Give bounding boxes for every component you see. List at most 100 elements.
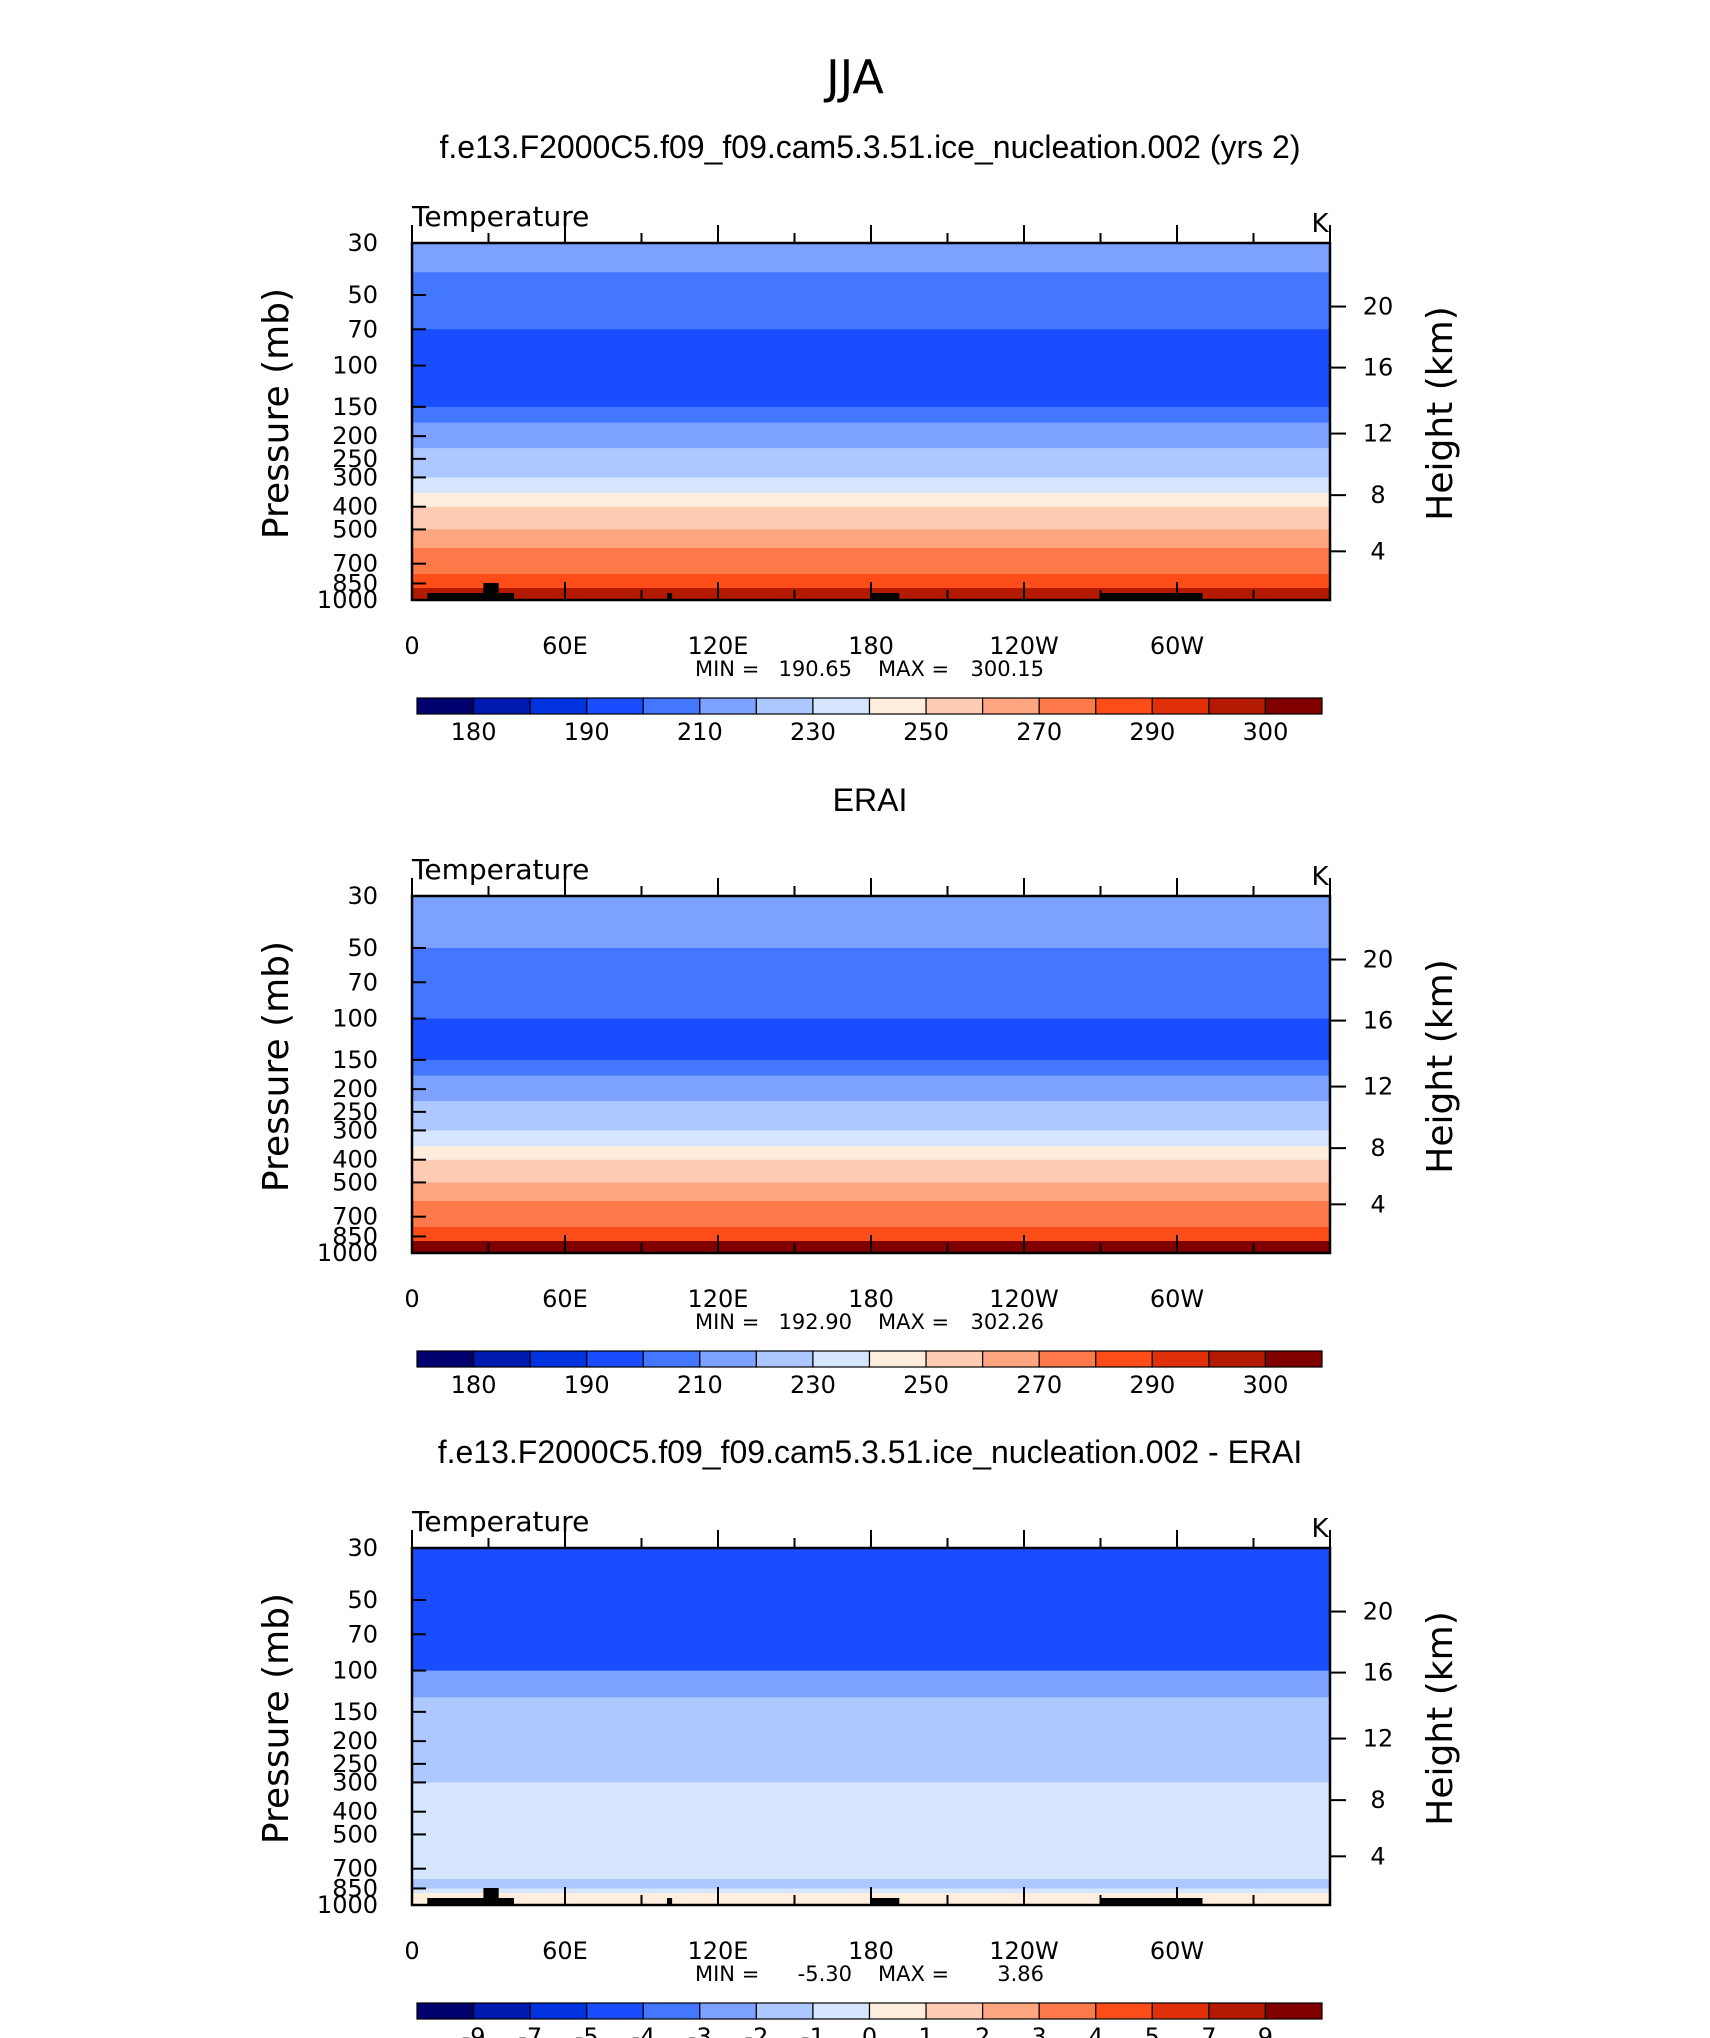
y-tick-label: 200 [332,422,378,450]
colorbar-swatch [1264,697,1323,715]
x-tick-label: 60E [542,1285,588,1313]
colorbar-swatch [1038,2002,1097,2020]
colorbar-swatch [1208,2002,1267,2020]
x-tick-label: 120E [688,1937,749,1965]
colorbar: -9 -7 -5 -4 -3 -2 -1 0 1 2 3 4 5 7 9 [416,2002,1323,2038]
x-tick-label: 60W [1150,1937,1204,1965]
land-block [483,1888,499,1905]
y-axis-label: Pressure (mb) [256,941,297,1192]
colorbar-swatch [699,1350,757,1368]
y-tick-label: 1000 [317,1239,378,1267]
colorbar-label: 300 [1243,1371,1289,1399]
land-block [871,1898,900,1905]
land-mask [427,1888,1203,1905]
colorbar-label: 4 [1088,2023,1103,2038]
panel-1: f.e13.F2000C5.f09_f09.cam5.3.51.ice_nucl… [256,129,1461,746]
colorbar-swatch [1151,1350,1210,1368]
x-tick-label: 180 [848,632,894,660]
y2-tick-label: 12 [1363,1725,1394,1753]
colorbar-swatch [1264,1350,1323,1368]
x-tick-label: 60W [1150,1285,1204,1313]
panel-title: f.e13.F2000C5.f09_f09.cam5.3.51.ice_nucl… [438,1434,1303,1470]
y-axis-label: Pressure (mb) [256,1593,297,1844]
max-value: 3.86 [997,1962,1044,1986]
colorbar-label: 1 [918,2023,933,2038]
colorbar-label: 300 [1243,718,1289,746]
colorbar-swatch [1264,2002,1323,2020]
colorbar-label: -7 [518,2023,542,2038]
x-tick-label: 60W [1150,632,1204,660]
contour-bands [412,243,1330,601]
colorbar-label: 210 [677,718,723,746]
colorbar-swatch [699,697,757,715]
y-tick-label: 150 [332,1046,378,1074]
contour-band [412,365,1330,393]
y-tick-label: 250 [332,1750,378,1778]
colorbar-label: 230 [790,1371,836,1399]
land-mask [427,583,1203,600]
colorbar-swatch [755,2002,814,2020]
colorbar-label: 180 [451,718,497,746]
x-tick-label: 120W [989,1937,1059,1965]
y-axis-label: Pressure (mb) [256,288,297,539]
y2-tick-label: 4 [1370,1190,1385,1218]
y-tick-label: 300 [332,1768,378,1796]
contour-band [412,1159,1330,1183]
y-tick-label: 70 [347,1620,378,1648]
colorbar-swatch [472,2002,531,2020]
contour-band [412,295,1330,330]
min-label: MIN = [695,657,759,681]
colorbar-label: -4 [631,2023,655,2038]
colorbar-swatch [755,1350,814,1368]
contour-band [412,1101,1330,1113]
contour-band [412,1727,1330,1742]
land-block [871,593,900,600]
colorbar-swatch [586,697,644,715]
y-tick-label: 500 [332,1168,378,1196]
y-tick-label: 30 [347,882,378,910]
contour-band [412,1182,1330,1202]
contour-band [412,1782,1330,1799]
colorbar-swatch [812,1350,871,1368]
y-tick-label: 850 [332,1222,378,1250]
contour-band [412,1111,1330,1131]
colorbar-swatch [472,1350,531,1368]
y-tick-label: 200 [332,1075,378,1103]
colorbar-swatch [1095,697,1153,715]
y2-tick-label: 20 [1363,293,1394,321]
colorbar-label: 180 [451,1371,497,1399]
x-tick-label: 0 [404,1285,419,1313]
units-label: K [1311,862,1329,892]
y2-tick-label: 8 [1370,481,1385,509]
contour-band [412,493,1330,508]
colorbar-swatch [416,2002,475,2020]
contour-band [412,982,1330,1020]
y2-axis-label: Height (km) [1420,306,1461,520]
contour-band [412,1868,1330,1880]
y-tick-label: 300 [332,463,378,491]
y-tick-label: 850 [332,569,378,597]
contour-band [412,1753,1330,1765]
land-block [483,583,499,600]
y2-tick-label: 8 [1370,1134,1385,1162]
contour-band [412,329,1330,367]
land-block [452,593,504,600]
colorbar-swatch [925,697,984,715]
land-block [1131,1898,1203,1905]
y-tick-label: 1000 [317,1891,378,1919]
y-tick-label: 50 [347,281,378,309]
x-tick-label: 120E [688,1285,749,1313]
panel-subtitle: Temperature [411,853,589,886]
colorbar-label: 230 [790,718,836,746]
contour-band [412,1697,1330,1713]
colorbar-label: 7 [1201,2023,1216,2038]
contour-bands [412,1548,1330,1906]
x-tick-label: 60E [542,1937,588,1965]
contour-band [412,1798,1330,1813]
contour-band [412,1075,1330,1090]
units-label: K [1311,209,1329,239]
colorbar-swatch [982,697,1040,715]
contour-band [412,1018,1330,1046]
contour-band [412,1045,1330,1061]
contour-band [412,272,1330,296]
